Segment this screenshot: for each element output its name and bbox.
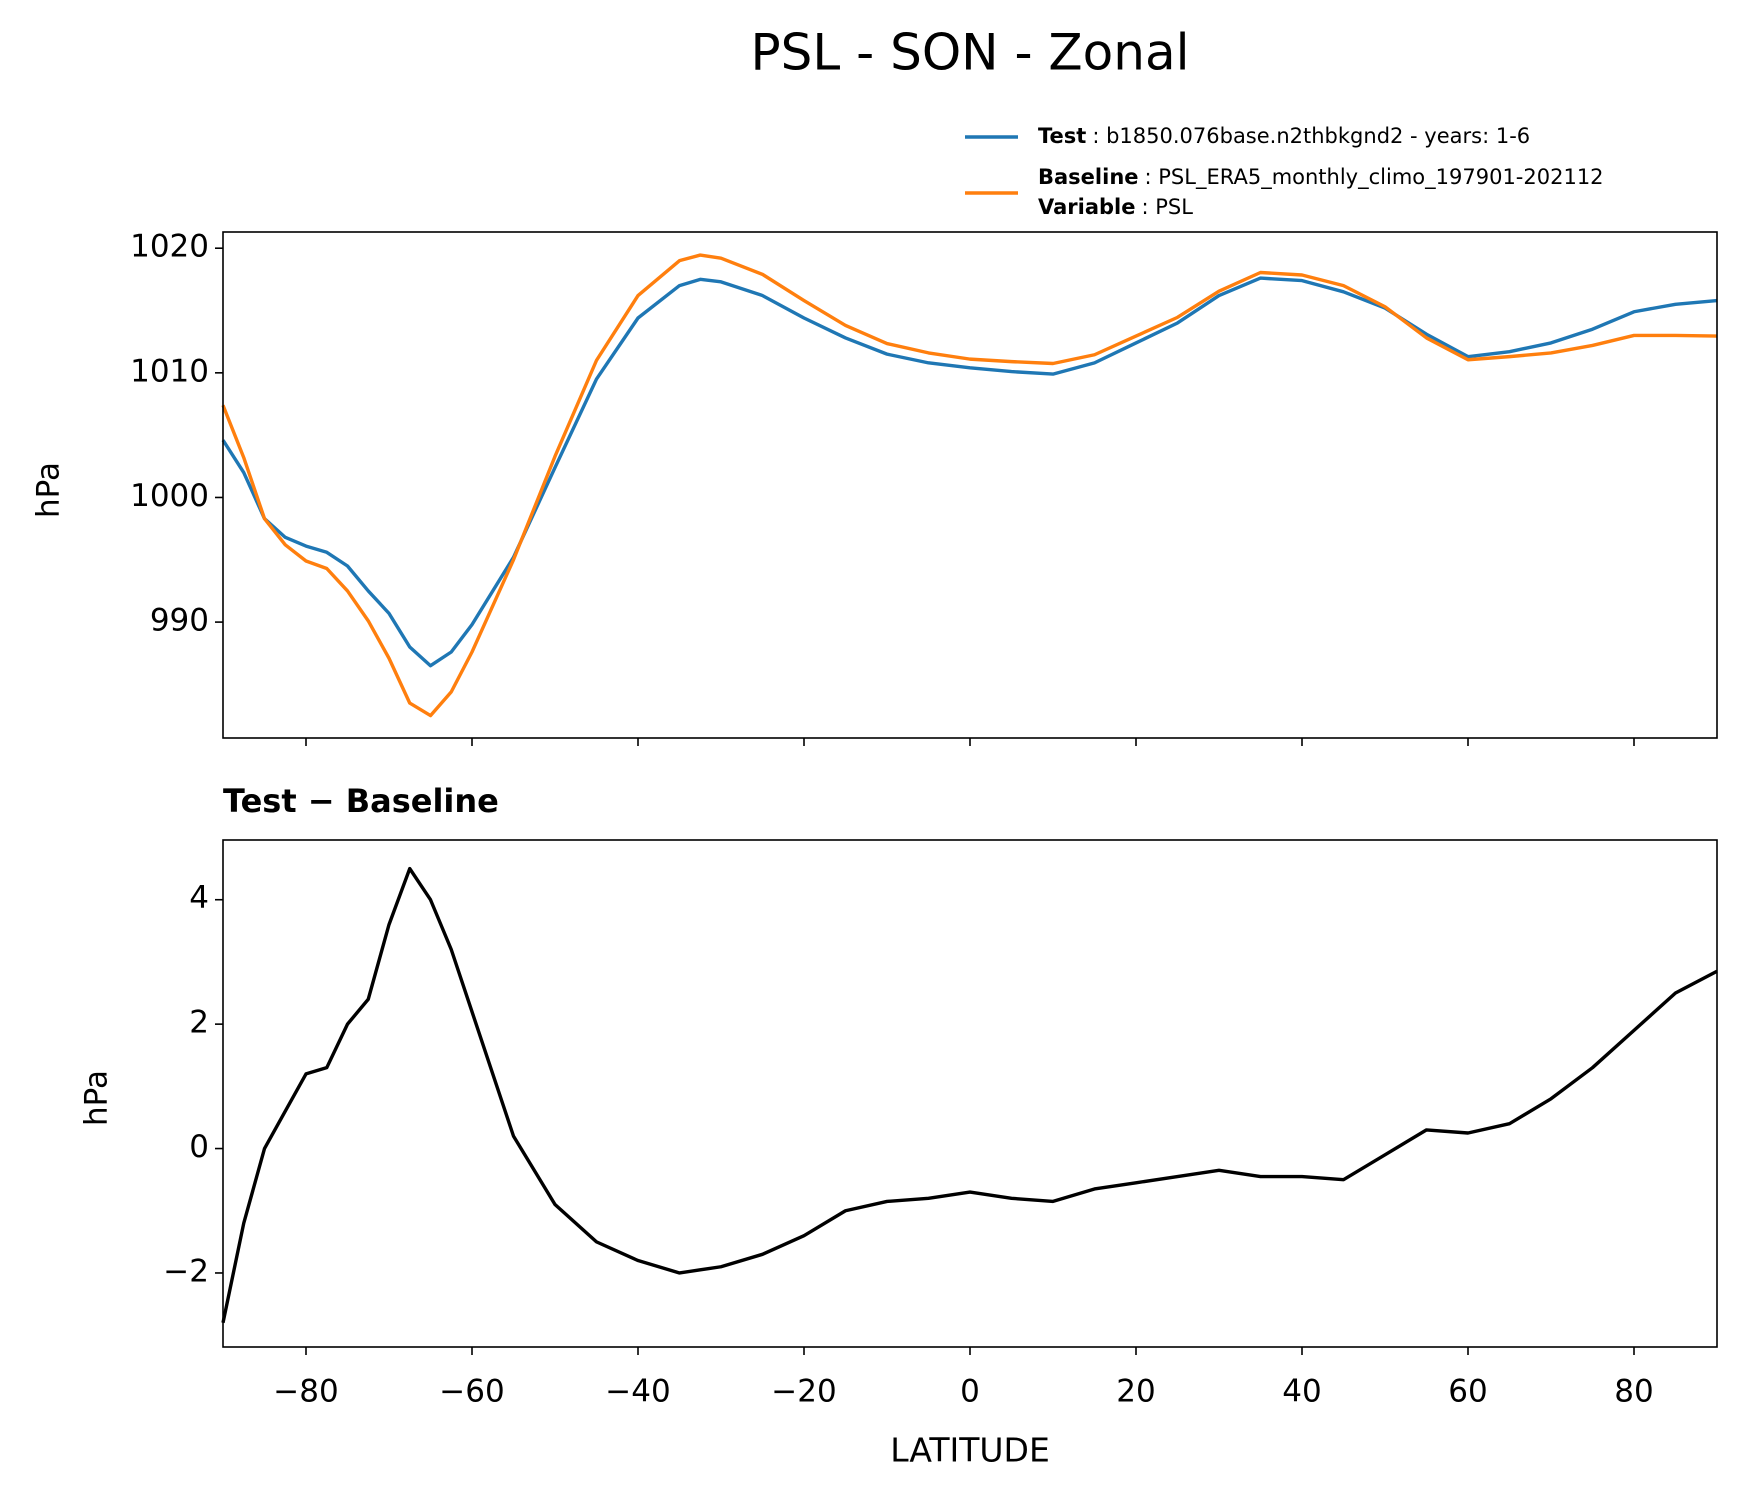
plot-frame (222, 231, 1718, 739)
x-tick-label: 80 (1614, 1374, 1653, 1410)
x-tick-label: −60 (439, 1374, 504, 1410)
legend-name: Baseline (1038, 165, 1139, 189)
chart-title: PSL - SON - Zonal (751, 24, 1190, 82)
plot-frame (222, 839, 1718, 1348)
legend-label: Baseline: PSL_ERA5_monthly_climo_197901-… (1038, 165, 1604, 190)
x-tick-label: −40 (605, 1374, 670, 1410)
x-tick-label: 60 (1448, 1374, 1487, 1410)
y-tick-label: 990 (150, 603, 209, 639)
data-line (221, 866, 1718, 1324)
y-tick-label: 1000 (130, 478, 209, 514)
data-line (221, 253, 1718, 718)
y-axis-label: hPa (31, 462, 67, 518)
legend-text: : b1850.076base.n2thbkgnd2 - years: 1-6 (1092, 124, 1530, 148)
legend-label: Test: b1850.076base.n2thbkgnd2 - years: … (1038, 124, 1530, 148)
y-tick-label: −2 (163, 1253, 209, 1289)
legend-name: Test (1038, 124, 1086, 148)
legend-label: Variable: PSL (1038, 195, 1193, 219)
x-tick-label: 40 (1282, 1374, 1321, 1410)
x-tick-label: 20 (1116, 1374, 1155, 1410)
subplot-title: Test − Baseline (223, 782, 499, 820)
y-tick-label: 1010 (130, 353, 209, 389)
x-tick-label: 0 (960, 1374, 980, 1410)
y-tick-label: 2 (189, 1005, 209, 1041)
y-tick-label: 0 (189, 1129, 209, 1165)
x-tick-label: −20 (771, 1374, 836, 1410)
data-line (221, 276, 1718, 668)
legend-name: Variable (1038, 195, 1135, 219)
x-tick-label: −80 (273, 1374, 338, 1410)
y-tick-label: 4 (189, 880, 209, 916)
y-axis-label: hPa (79, 1070, 115, 1126)
x-axis-label: LATITUDE (890, 1431, 1050, 1470)
y-tick-label: 1020 (130, 229, 209, 265)
legend-text: : PSL_ERA5_monthly_climo_197901-202112 (1145, 165, 1604, 190)
legend-text: : PSL (1141, 195, 1193, 219)
